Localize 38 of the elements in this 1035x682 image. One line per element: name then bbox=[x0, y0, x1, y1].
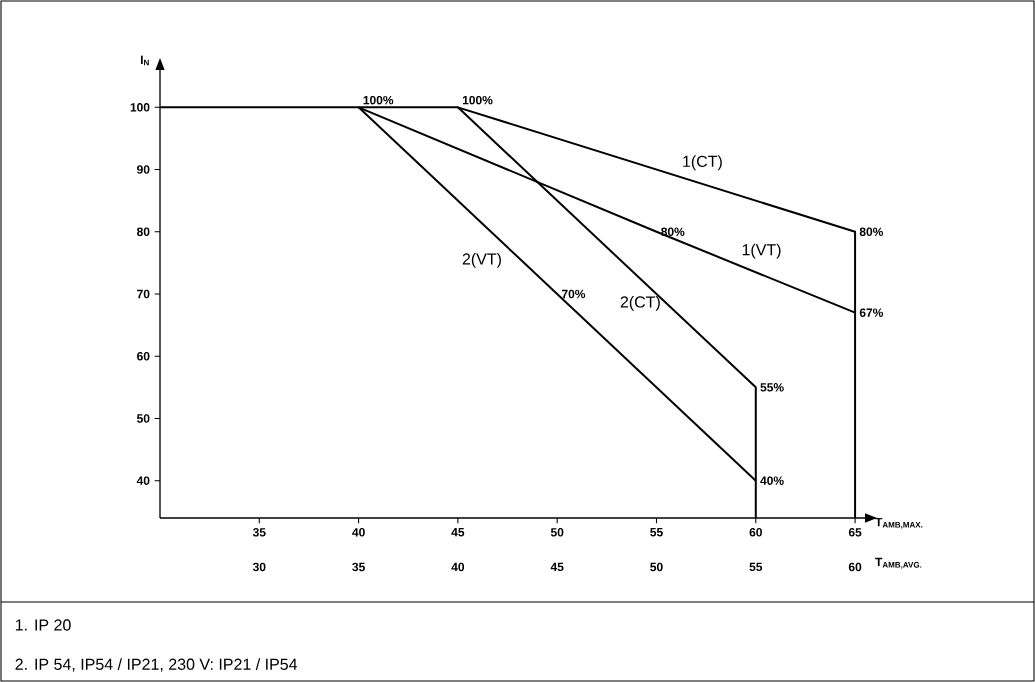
x2-tick-label: 35 bbox=[352, 562, 365, 572]
text: 1. IP 20 bbox=[15, 619, 71, 631]
x-tick-label: 55 bbox=[650, 528, 663, 537]
x-tick-label: 50 bbox=[550, 528, 564, 537]
x2-tick-label: 60 bbox=[848, 562, 862, 572]
annotation: 80% bbox=[859, 227, 884, 237]
x-tick-label: 40 bbox=[352, 528, 365, 537]
x-tick-label: 35 bbox=[252, 528, 266, 537]
series-label: 2(CT) bbox=[620, 295, 660, 311]
annotation: 100% bbox=[363, 95, 394, 105]
y-tick-label: 60 bbox=[137, 351, 150, 361]
series-label: 1(CT) bbox=[683, 155, 722, 171]
series-label: 1(VT) bbox=[742, 243, 781, 259]
x2-tick-label: 30 bbox=[252, 562, 266, 572]
x2-tick-label: 45 bbox=[550, 562, 564, 572]
annotation: 80% bbox=[661, 227, 685, 237]
x-tick-label: 45 bbox=[451, 528, 465, 537]
annotation: 67% bbox=[859, 308, 884, 317]
x2-axis-title: T$_{AMB,AVG.}$ bbox=[875, 557, 922, 569]
annotation: 55% bbox=[760, 383, 784, 392]
annotation: 100% bbox=[462, 95, 493, 105]
series-label: 2(VT) bbox=[462, 252, 501, 268]
y-axis-title: I$_{N}$ bbox=[140, 55, 149, 66]
y-tick-label: 90 bbox=[137, 165, 150, 174]
x-tick-label: 60 bbox=[749, 528, 762, 537]
x2-tick-label: 40 bbox=[451, 562, 465, 572]
annotation: 70% bbox=[561, 289, 586, 299]
x2-tick-label: 50 bbox=[650, 562, 663, 572]
text: 2. IP 54, IP54 / IP21, 230 V: IP21 / IP54 bbox=[15, 658, 298, 672]
y-tick-label: 40 bbox=[136, 476, 150, 485]
annotation: 40% bbox=[760, 476, 784, 485]
y-tick-label: 50 bbox=[136, 414, 150, 423]
y-tick-label: 80 bbox=[136, 227, 150, 237]
x-tick-label: 65 bbox=[848, 528, 862, 537]
x2-tick-label: 55 bbox=[749, 562, 763, 572]
y-tick-label: 100 bbox=[130, 103, 150, 112]
x-axis-title: T$_{AMB,MAX.}$ bbox=[875, 517, 923, 529]
y-tick-label: 70 bbox=[137, 289, 150, 299]
